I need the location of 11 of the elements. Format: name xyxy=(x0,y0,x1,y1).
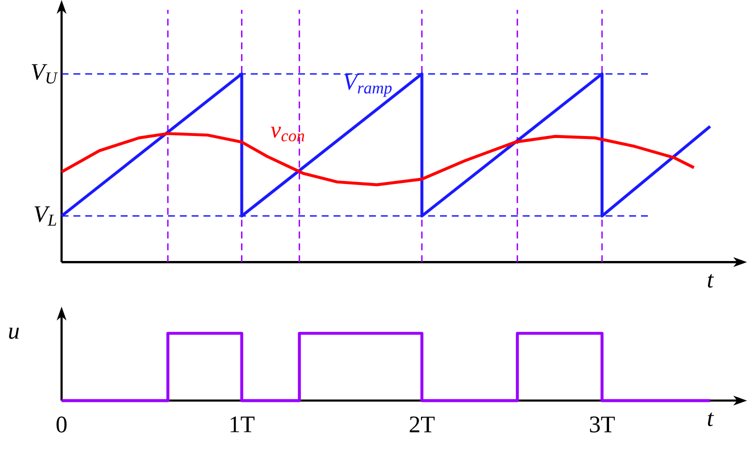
x-axis-title: t xyxy=(708,412,714,426)
x-axis-title: t xyxy=(708,274,714,288)
x-tick-label: 3T xyxy=(590,416,615,432)
x-tick-label: 0 xyxy=(56,416,67,433)
series-label: V$_{ramp}$ xyxy=(344,74,392,97)
x-tick-label: 2T xyxy=(410,416,435,432)
x-tick-label: 1T xyxy=(230,416,254,432)
ref-line-label: V$_{U}$ xyxy=(32,64,58,84)
y-axis-title: u xyxy=(9,328,19,339)
series-label: v$_{con}$ xyxy=(270,126,304,142)
ref-line-label: V$_{L}$ xyxy=(34,206,56,226)
